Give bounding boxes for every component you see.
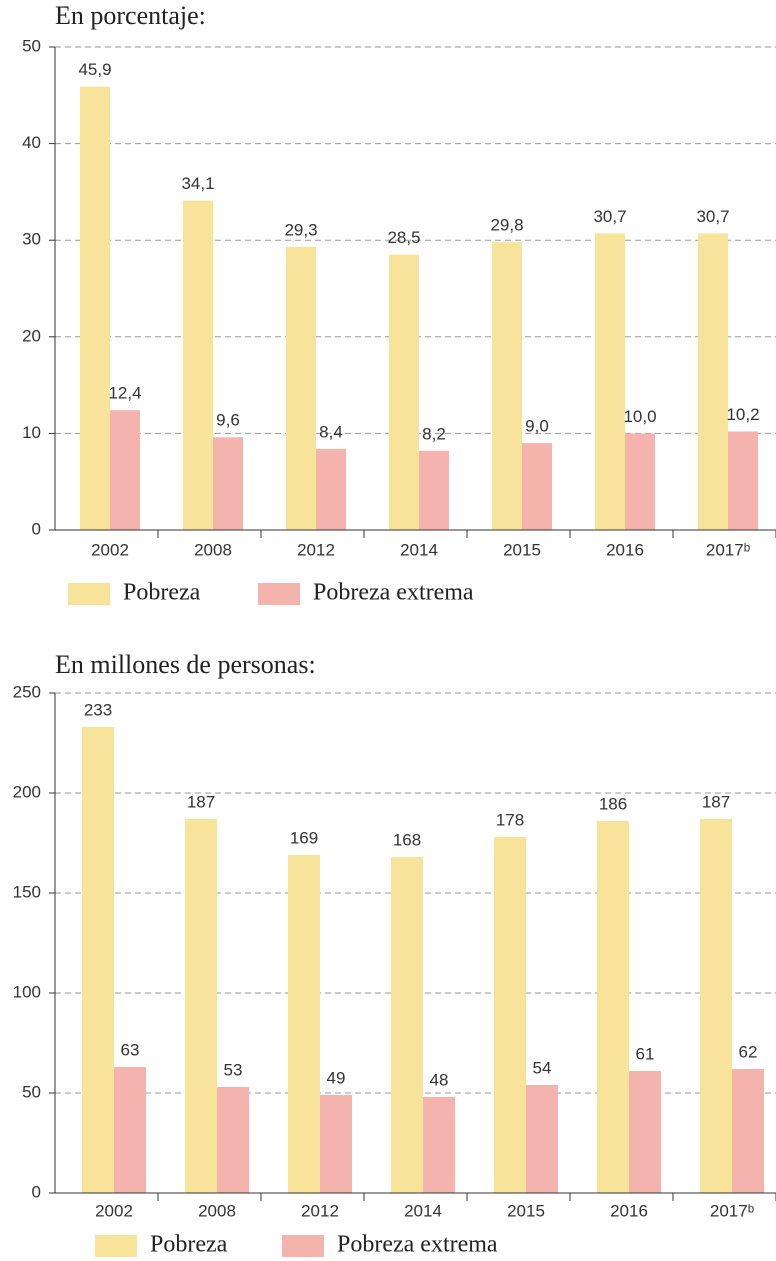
chart-title: En porcentaje: [55, 1, 206, 30]
value-label: 168 [393, 830, 421, 849]
bar [597, 821, 629, 1193]
bar [423, 1097, 455, 1193]
y-tick-label: 20 [22, 326, 41, 345]
legend-label: Pobreza extrema [337, 1232, 498, 1258]
x-tick-label: 2012 [301, 1201, 339, 1220]
bar [185, 819, 217, 1193]
bar [286, 246, 316, 530]
value-label: 62 [739, 1042, 758, 1061]
value-label: 10,2 [726, 405, 759, 424]
bar [419, 450, 449, 530]
x-tick-label: 2014 [400, 540, 438, 559]
bar [320, 1095, 352, 1193]
value-label: 8,2 [422, 424, 446, 443]
value-label: 54 [533, 1058, 552, 1077]
y-tick-label: 50 [22, 36, 41, 55]
y-tick-label: 100 [13, 982, 41, 1001]
value-label: 187 [187, 792, 215, 811]
legend-label: Pobreza [150, 1232, 228, 1258]
x-tick-label: 2016 [606, 540, 644, 559]
y-tick-label: 200 [13, 782, 41, 801]
bar [492, 242, 522, 530]
value-label: 178 [496, 810, 524, 829]
legend-swatch [282, 1235, 324, 1257]
y-tick-label: 10 [22, 423, 41, 442]
y-tick-label: 40 [22, 133, 41, 152]
bar [82, 727, 114, 1193]
bar [110, 410, 140, 530]
bar [625, 433, 655, 530]
bar [526, 1085, 558, 1193]
x-tick-label: 2015 [503, 540, 541, 559]
bar [114, 1067, 146, 1193]
bar [217, 1087, 249, 1193]
x-tick-label: 2014 [404, 1201, 442, 1220]
bar [522, 443, 552, 530]
value-label: 30,7 [593, 207, 626, 226]
bar [595, 233, 625, 531]
legend-swatch [258, 583, 300, 605]
x-tick-label: 2016 [610, 1201, 648, 1220]
y-tick-label: 0 [32, 519, 41, 538]
value-label: 45,9 [78, 60, 111, 79]
legend-swatch [95, 1235, 137, 1257]
value-label: 12,4 [108, 384, 141, 403]
x-tick-label: 2002 [95, 1201, 133, 1220]
value-label: 186 [599, 794, 627, 813]
y-tick-label: 150 [13, 882, 41, 901]
value-label: 49 [327, 1068, 346, 1087]
bar [629, 1071, 661, 1193]
bar [183, 200, 213, 530]
chart-title: En millones de personas: [55, 650, 316, 679]
bar [728, 431, 758, 530]
bar [391, 857, 423, 1193]
value-label: 30,7 [696, 207, 729, 226]
y-tick-label: 0 [32, 1182, 41, 1201]
value-label: 61 [636, 1044, 655, 1063]
bar [316, 448, 346, 530]
x-tick-label: 2017ᵇ [706, 540, 750, 559]
value-label: 8,4 [319, 422, 343, 441]
bar [213, 437, 243, 530]
value-label: 29,8 [490, 216, 523, 235]
x-tick-label: 2017ᵇ [710, 1201, 754, 1220]
bar [700, 819, 732, 1193]
bar [494, 837, 526, 1193]
bar [732, 1069, 764, 1193]
bar [698, 233, 728, 531]
value-label: 28,5 [387, 228, 420, 247]
x-tick-label: 2008 [194, 540, 232, 559]
value-label: 233 [84, 700, 112, 719]
x-tick-label: 2008 [198, 1201, 236, 1220]
y-tick-label: 30 [22, 230, 41, 249]
value-label: 169 [290, 828, 318, 847]
legend-swatch [68, 583, 110, 605]
value-label: 187 [702, 792, 730, 811]
x-tick-label: 2002 [91, 540, 129, 559]
value-label: 9,6 [216, 411, 240, 430]
x-tick-label: 2012 [297, 540, 335, 559]
x-tick-label: 2015 [507, 1201, 545, 1220]
value-label: 10,0 [623, 407, 656, 426]
bar [288, 855, 320, 1193]
y-tick-label: 50 [22, 1082, 41, 1101]
legend-label: Pobreza extrema [313, 580, 474, 606]
value-label: 63 [121, 1040, 140, 1059]
value-label: 48 [430, 1070, 449, 1089]
value-label: 34,1 [181, 174, 214, 193]
bar [389, 254, 419, 530]
value-label: 53 [224, 1060, 243, 1079]
legend-label: Pobreza [123, 580, 201, 606]
value-label: 9,0 [525, 417, 549, 436]
value-label: 29,3 [284, 220, 317, 239]
y-tick-label: 250 [13, 682, 41, 701]
bar [80, 86, 110, 530]
